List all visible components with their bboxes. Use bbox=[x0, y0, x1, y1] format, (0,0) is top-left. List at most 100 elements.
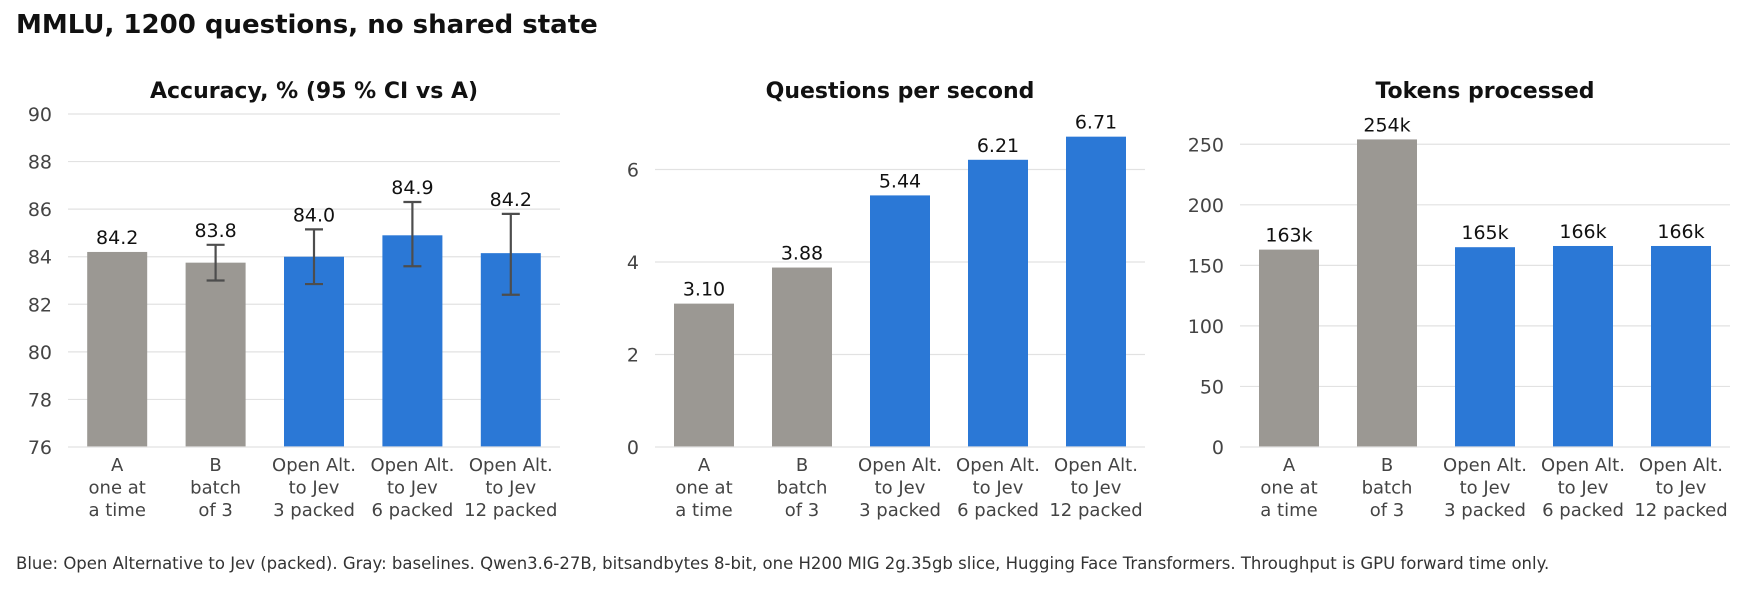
chart-2-bar-2 bbox=[1455, 247, 1515, 447]
chart-1-bar-0 bbox=[674, 303, 734, 447]
chart-1-bar-3 bbox=[968, 159, 1028, 447]
chart-1-bar-1 bbox=[772, 267, 832, 447]
chart-0-xtick-label-3-2: 6 packed bbox=[371, 500, 453, 521]
chart-2-value-label-4: 166k bbox=[1657, 221, 1704, 243]
chart-2-xtick-label-1-2: of 3 bbox=[1370, 500, 1405, 521]
chart-2-xtick-label-1-1: batch bbox=[1362, 478, 1413, 499]
chart-2-bar-3 bbox=[1553, 245, 1613, 447]
chart-1-xtick-label-0-0: A bbox=[698, 455, 711, 476]
chart-0-value-label-1: 83.8 bbox=[194, 220, 236, 242]
chart-2-xtick-label-0-0: A bbox=[1283, 455, 1296, 476]
chart-2-ytick-label: 200 bbox=[1188, 195, 1224, 217]
chart-2-group: Tokens processed 0 50 100 150 200 250 163k Aone … bbox=[1188, 79, 1730, 521]
chart-0-ytick-label: 78 bbox=[28, 389, 52, 411]
figure-title: MMLU, 1200 questions, no shared state bbox=[16, 10, 598, 40]
chart-1-ytick-label: 2 bbox=[627, 345, 639, 367]
chart-0-xtick-label-3-0: Open Alt. bbox=[370, 455, 454, 476]
chart-2-ytick-label: 250 bbox=[1188, 134, 1224, 156]
chart-2-xtick-label-0-1: one at bbox=[1260, 478, 1317, 499]
chart-1-value-label-2: 5.44 bbox=[879, 170, 921, 192]
chart-0-ytick-label: 88 bbox=[28, 152, 52, 174]
chart-0-xtick-label-4-2: 12 packed bbox=[464, 500, 557, 521]
chart-2-xtick-label-3-1: to Jev bbox=[1558, 478, 1609, 499]
chart-1-xtick-label-3-2: 6 packed bbox=[957, 500, 1039, 521]
chart-2-xtick-label-3-0: Open Alt. bbox=[1541, 455, 1625, 476]
chart-0-xtick-label-1-0: B bbox=[209, 455, 221, 476]
chart-2-ytick-label: 150 bbox=[1188, 255, 1224, 277]
chart-2-xtick-label-0-2: a time bbox=[1260, 500, 1317, 521]
chart-1-ytick-label: 0 bbox=[627, 437, 639, 459]
chart-1-value-label-0: 3.10 bbox=[683, 279, 725, 301]
chart-0-bar-0 bbox=[87, 251, 148, 447]
chart-1-bar-2 bbox=[870, 195, 930, 447]
chart-0-ytick-label: 84 bbox=[28, 247, 52, 269]
chart-2-xtick-label-4-1: to Jev bbox=[1656, 478, 1707, 499]
chart-0-ytick-label: 76 bbox=[28, 437, 52, 459]
chart-2-xtick-label-2-2: 3 packed bbox=[1444, 500, 1526, 521]
chart-1-xtick-label-1-2: of 3 bbox=[785, 500, 820, 521]
chart-0-xtick-label-2-0: Open Alt. bbox=[272, 455, 356, 476]
chart-0-group: Accuracy, % (95 % CI vs A) 76 78 80 82 84 86 88… bbox=[28, 79, 560, 521]
chart-1-ytick-label: 4 bbox=[627, 252, 639, 274]
chart-0-xtick-label-0-2: a time bbox=[88, 500, 145, 521]
chart-2-xtick-label-4-2: 12 packed bbox=[1634, 500, 1727, 521]
chart-1-value-label-3: 6.21 bbox=[977, 135, 1019, 157]
chart-1-xtick-label-2-0: Open Alt. bbox=[858, 455, 942, 476]
chart-0-xtick-label-2-2: 3 packed bbox=[273, 500, 355, 521]
chart-0-xtick-label-0-0: A bbox=[111, 455, 124, 476]
chart-2-ytick-label: 50 bbox=[1200, 376, 1224, 398]
chart-0-bar-3 bbox=[382, 235, 443, 447]
chart-0-ytick-label: 82 bbox=[28, 294, 52, 316]
chart-0-value-label-4: 84.2 bbox=[490, 189, 532, 211]
chart-0-ytick-label: 80 bbox=[28, 342, 52, 364]
chart-0-xtick-label-2-1: to Jev bbox=[289, 478, 340, 499]
chart-2-xtick-label-2-1: to Jev bbox=[1460, 478, 1511, 499]
chart-0-value-label-3: 84.9 bbox=[391, 177, 433, 199]
chart-1-xtick-label-0-2: a time bbox=[675, 500, 732, 521]
chart-1-xtick-label-4-2: 12 packed bbox=[1049, 500, 1142, 521]
chart-2-value-label-2: 165k bbox=[1461, 222, 1508, 244]
chart-0-xtick-label-1-2: of 3 bbox=[198, 500, 233, 521]
chart-2-xtick-label-3-2: 6 packed bbox=[1542, 500, 1624, 521]
chart-2-value-label-3: 166k bbox=[1559, 221, 1606, 243]
chart-1-xtick-label-2-2: 3 packed bbox=[859, 500, 941, 521]
chart-2-ytick-label: 100 bbox=[1188, 316, 1224, 338]
chart-2-title: Tokens processed bbox=[1375, 79, 1594, 104]
chart-0-value-label-2: 84.0 bbox=[293, 204, 335, 226]
chart-1-xtick-label-4-0: Open Alt. bbox=[1054, 455, 1138, 476]
chart-0-xtick-label-3-1: to Jev bbox=[387, 478, 438, 499]
chart-2-xtick-label-2-0: Open Alt. bbox=[1443, 455, 1527, 476]
chart-1-value-label-1: 3.88 bbox=[781, 243, 823, 265]
chart-0-bar-2 bbox=[284, 256, 344, 447]
chart-1-xtick-label-0-1: one at bbox=[675, 478, 732, 499]
chart-1-xtick-label-3-1: to Jev bbox=[973, 478, 1024, 499]
chart-1-xtick-label-4-1: to Jev bbox=[1071, 478, 1122, 499]
chart-1-xtick-label-1-0: B bbox=[796, 455, 808, 476]
chart-0-title: Accuracy, % (95 % CI vs A) bbox=[150, 79, 478, 104]
chart-0-value-label-0: 84.2 bbox=[96, 227, 138, 249]
chart-1-bar-4 bbox=[1066, 136, 1126, 447]
chart-2-bar-4 bbox=[1651, 245, 1711, 447]
chart-1-xtick-label-2-1: to Jev bbox=[875, 478, 926, 499]
chart-2-xtick-label-4-0: Open Alt. bbox=[1639, 455, 1723, 476]
chart-2-bar-0 bbox=[1259, 249, 1319, 447]
chart-1-xtick-label-1-1: batch bbox=[777, 478, 828, 499]
chart-1-title: Questions per second bbox=[766, 79, 1035, 104]
chart-0-xtick-label-4-1: to Jev bbox=[485, 478, 536, 499]
chart-0-bar-1 bbox=[185, 262, 246, 447]
chart-2-xtick-label-1-0: B bbox=[1381, 455, 1393, 476]
chart-0-xtick-label-0-1: one at bbox=[89, 478, 146, 499]
chart-0-ytick-label: 86 bbox=[28, 199, 52, 221]
chart-2-value-label-1: 254k bbox=[1363, 114, 1410, 136]
figure-footnote: Blue: Open Alternative to Jev (packed). … bbox=[16, 554, 1550, 573]
chart-2-ytick-label: 0 bbox=[1212, 437, 1224, 459]
chart-1-ytick-label: 6 bbox=[627, 160, 639, 182]
chart-2-bar-1 bbox=[1357, 139, 1417, 448]
chart-0-xtick-label-4-0: Open Alt. bbox=[469, 455, 553, 476]
chart-0-xtick-label-1-1: batch bbox=[190, 478, 241, 499]
chart-1-xtick-label-3-0: Open Alt. bbox=[956, 455, 1040, 476]
chart-1-value-label-4: 6.71 bbox=[1075, 112, 1117, 134]
chart-2-value-label-0: 163k bbox=[1265, 225, 1312, 247]
